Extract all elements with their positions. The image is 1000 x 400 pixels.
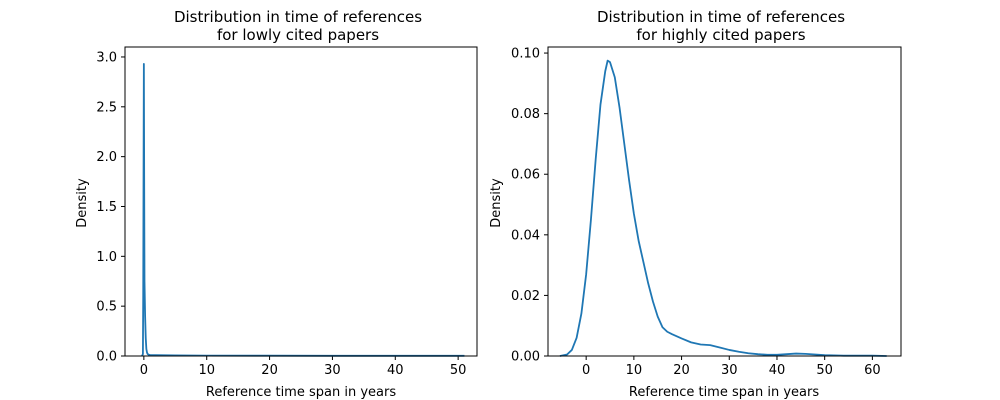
right-chart-y-tick-label: 0.08	[511, 107, 540, 122]
right-chart-y-axis-label: Density	[489, 178, 504, 228]
left-chart-title-line-1: Distribution in time of references	[174, 8, 422, 26]
left-chart-x-tick-label: 50	[450, 363, 467, 378]
left-chart-ticks: 0 10 20 30 40 50 0.0 0.5 1.0 1.5 2.0 2.5 3.0	[96, 50, 466, 378]
right-chart-ticks: 0 10 20 30 40 50 60 0.00 0.02 0.04 0.06 0.08 0.10	[511, 47, 881, 378]
left-chart-y-tick-label: 3.0	[96, 50, 117, 65]
right-chart-panel: Distribution in time of references for h…	[489, 8, 902, 400]
right-chart-x-tick-label: 20	[673, 363, 690, 378]
left-chart-x-tick-label: 0	[140, 363, 148, 378]
right-chart-title-line-1: Distribution in time of references	[597, 8, 845, 26]
left-chart-plot-frame	[124, 46, 478, 357]
left-chart-x-tick-label: 30	[324, 363, 341, 378]
left-chart-y-tick-label: 2.5	[96, 100, 117, 115]
right-chart-y-tick-label: 0.06	[511, 168, 540, 183]
right-chart-x-tick-label: 50	[816, 363, 833, 378]
right-chart-x-tick-label: 40	[769, 363, 786, 378]
right-chart-x-tick-label: 10	[626, 363, 643, 378]
left-chart-panel: Distribution in time of references for l…	[75, 8, 478, 400]
left-chart-title-line-2: for lowly cited papers	[217, 26, 379, 44]
left-chart-x-tick-label: 40	[387, 363, 404, 378]
right-chart-x-tick-label: 60	[864, 363, 881, 378]
right-chart-series-line	[559, 59, 887, 357]
right-chart-y-tick-label: 0.00	[511, 350, 540, 365]
right-chart-y-tick-label: 0.02	[511, 289, 540, 304]
left-chart-y-tick-label: 0.0	[96, 350, 117, 365]
left-chart-y-tick-label: 1.0	[96, 250, 117, 265]
right-chart-x-tick-label: 30	[721, 363, 738, 378]
right-chart-y-tick-label: 0.10	[511, 47, 540, 62]
left-chart-y-tick-label: 1.5	[96, 200, 117, 215]
right-chart-x-tick-label: 0	[582, 363, 590, 378]
left-chart-x-tick-label: 10	[198, 363, 215, 378]
left-chart-y-tick-label: 0.5	[96, 300, 117, 315]
left-chart-x-tick-label: 20	[261, 363, 278, 378]
right-chart-plot-frame	[547, 46, 902, 357]
left-chart-series-line	[141, 63, 465, 357]
right-chart-x-axis-label: Reference time span in years	[629, 385, 819, 400]
right-chart-title-line-2: for highly cited papers	[636, 26, 805, 44]
right-chart-y-tick-label: 0.04	[511, 228, 540, 243]
left-chart-x-axis-label: Reference time span in years	[206, 385, 396, 400]
left-chart-y-axis-label: Density	[75, 178, 90, 228]
left-chart-y-tick-label: 2.0	[96, 150, 117, 165]
